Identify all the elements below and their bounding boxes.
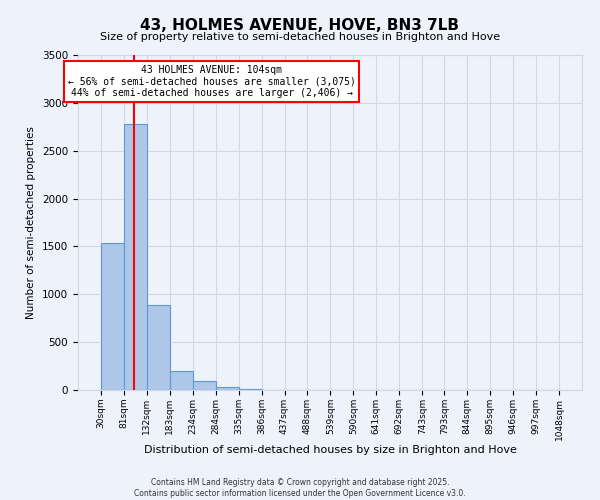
X-axis label: Distribution of semi-detached houses by size in Brighton and Hove: Distribution of semi-detached houses by … <box>143 445 517 455</box>
Bar <box>101 242 124 390</box>
Text: Size of property relative to semi-detached houses in Brighton and Hove: Size of property relative to semi-detach… <box>100 32 500 42</box>
Text: 43 HOLMES AVENUE: 104sqm
← 56% of semi-detached houses are smaller (3,075)
44% o: 43 HOLMES AVENUE: 104sqm ← 56% of semi-d… <box>68 65 355 98</box>
Text: 43, HOLMES AVENUE, HOVE, BN3 7LB: 43, HOLMES AVENUE, HOVE, BN3 7LB <box>140 18 460 32</box>
Text: Contains HM Land Registry data © Crown copyright and database right 2025.
Contai: Contains HM Land Registry data © Crown c… <box>134 478 466 498</box>
Bar <box>124 124 147 390</box>
Bar <box>147 305 170 390</box>
Bar <box>193 382 215 390</box>
Bar <box>170 371 193 390</box>
Bar <box>239 388 262 390</box>
Y-axis label: Number of semi-detached properties: Number of semi-detached properties <box>26 126 37 319</box>
Bar <box>215 386 239 390</box>
